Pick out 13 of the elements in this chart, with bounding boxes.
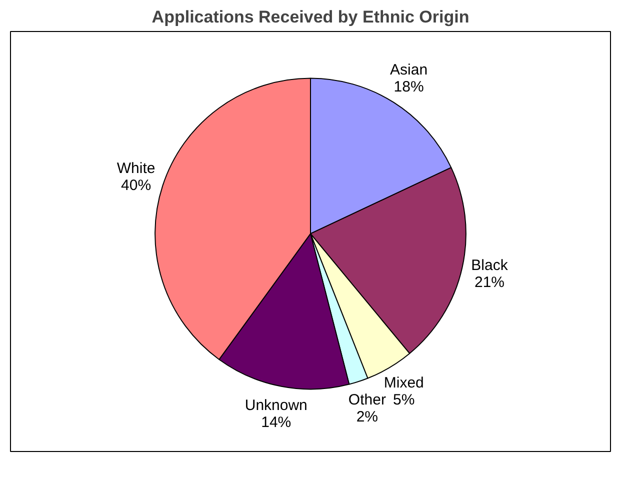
slice-label: Unknown [244,397,308,414]
slice-label: White [116,160,156,177]
data-label: 14% [261,414,292,432]
data-label: 40% [121,177,152,194]
data-label: 18% [394,78,424,96]
chart-title: Applications Received by Ethnic Origin [152,8,470,26]
data-label: 2% [356,408,378,426]
data-label: 21% [474,274,505,291]
slice-label: Other [348,391,386,408]
slice-label: Asian [390,62,428,79]
data-label: 5% [393,392,415,409]
slice-label: Black [471,256,508,274]
slice-label: Mixed [384,374,424,392]
